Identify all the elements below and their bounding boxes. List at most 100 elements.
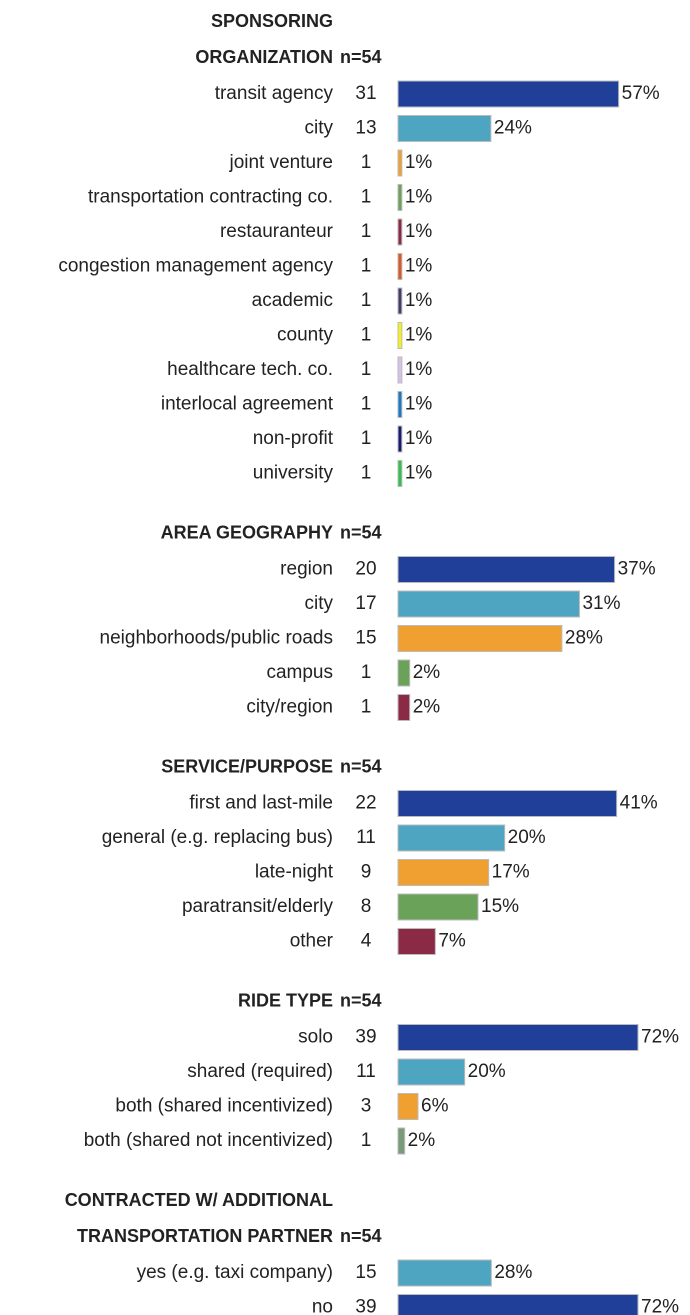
value-label: 15%: [481, 896, 519, 917]
section-title: AREA GEOGRAPHY: [161, 522, 333, 542]
category-label: both (shared not incentivized): [84, 1130, 333, 1151]
category-label: region: [280, 559, 333, 580]
count-label: 1: [361, 1130, 372, 1151]
category-label: joint venture: [228, 152, 333, 173]
value-label: 1%: [405, 152, 433, 173]
count-label: 1: [361, 359, 372, 380]
bar: [397, 590, 580, 618]
category-label: paratransit/elderly: [182, 896, 334, 917]
bar: [397, 1058, 466, 1086]
value-label: 41%: [620, 793, 658, 814]
category-label: general (e.g. replacing bus): [102, 827, 333, 848]
category-label: restauranteur: [220, 221, 334, 242]
bar: [397, 859, 490, 886]
value-label: 1%: [405, 325, 433, 346]
count-label: 3: [361, 1096, 372, 1117]
count-label: 1: [361, 394, 372, 415]
category-label: other: [290, 931, 334, 952]
count-label: 1: [361, 463, 372, 484]
section-title: ORGANIZATION: [195, 47, 333, 67]
value-label: 2%: [408, 1130, 436, 1151]
category-label: late-night: [255, 862, 334, 883]
section-title: SPONSORING: [211, 11, 333, 31]
category-label: county: [277, 325, 333, 346]
value-label: 20%: [468, 1061, 506, 1082]
bar: [397, 893, 479, 921]
count-label: 11: [356, 1061, 376, 1082]
value-label: 1%: [405, 359, 433, 380]
category-label: transit agency: [215, 83, 334, 104]
category-label: city: [305, 593, 334, 614]
value-label: 37%: [618, 559, 656, 580]
value-label: 24%: [494, 118, 532, 139]
count-label: 1: [361, 221, 372, 242]
sample-size: n=54: [340, 522, 382, 542]
section-title: CONTRACTED W/ ADDITIONAL: [65, 1190, 333, 1210]
count-label: 15: [355, 628, 376, 649]
bar: [397, 115, 492, 142]
bar: [397, 356, 403, 384]
category-label: congestion management agency: [58, 256, 333, 277]
value-label: 1%: [405, 428, 433, 449]
category-label: non-profit: [253, 428, 334, 449]
count-label: 1: [361, 290, 372, 311]
category-label: university: [253, 463, 334, 484]
value-label: 2%: [413, 662, 441, 683]
sample-size: n=54: [340, 1226, 382, 1246]
value-label: 57%: [622, 83, 660, 104]
section-title: TRANSPORTATION PARTNER: [77, 1226, 333, 1246]
count-label: 1: [361, 325, 372, 346]
bar: [397, 460, 403, 487]
value-label: 1%: [405, 290, 433, 311]
bar: [397, 790, 618, 817]
count-label: 9: [361, 862, 372, 883]
category-label: interlocal agreement: [161, 394, 334, 415]
count-label: 13: [355, 118, 376, 139]
value-label: 2%: [413, 697, 441, 718]
value-label: 1%: [405, 221, 433, 242]
category-label: shared (required): [187, 1061, 333, 1082]
bar: [397, 1127, 406, 1155]
bar: [397, 1093, 419, 1120]
count-label: 39: [355, 1027, 376, 1048]
bar: [397, 425, 403, 453]
count-label: 31: [355, 83, 376, 104]
category-label: city: [305, 118, 334, 139]
count-label: 4: [361, 931, 372, 952]
bar: [397, 824, 506, 852]
count-label: 20: [355, 559, 376, 580]
count-label: 8: [361, 896, 372, 917]
sample-size: n=54: [340, 990, 382, 1010]
category-label: yes (e.g. taxi company): [137, 1262, 333, 1283]
category-label: academic: [252, 290, 333, 311]
count-label: 1: [361, 187, 372, 208]
category-label: solo: [298, 1027, 333, 1048]
bar: [397, 287, 403, 315]
bar: [397, 659, 411, 687]
value-label: 72%: [641, 1297, 679, 1315]
bar: [397, 184, 403, 211]
section-title: SERVICE/PURPOSE: [161, 756, 333, 776]
category-label: both (shared incentivized): [115, 1096, 333, 1117]
count-label: 15: [355, 1262, 376, 1283]
value-label: 6%: [421, 1096, 449, 1117]
bar: [397, 80, 620, 108]
category-label: transportation contracting co.: [88, 187, 333, 208]
value-label: 1%: [405, 394, 433, 415]
count-label: 1: [361, 662, 372, 683]
value-label: 20%: [508, 827, 546, 848]
bar: [397, 322, 403, 349]
bar: [397, 253, 403, 280]
category-label: neighborhoods/public roads: [100, 628, 333, 649]
category-label: campus: [266, 662, 333, 683]
value-label: 28%: [494, 1262, 532, 1283]
count-label: 22: [355, 793, 376, 814]
value-label: 72%: [641, 1027, 679, 1048]
category-label: first and last-mile: [189, 793, 333, 814]
value-label: 1%: [405, 463, 433, 484]
category-label: healthcare tech. co.: [167, 359, 333, 380]
bar: [397, 218, 403, 246]
category-label: no: [312, 1297, 333, 1315]
category-label: city/region: [246, 697, 333, 718]
